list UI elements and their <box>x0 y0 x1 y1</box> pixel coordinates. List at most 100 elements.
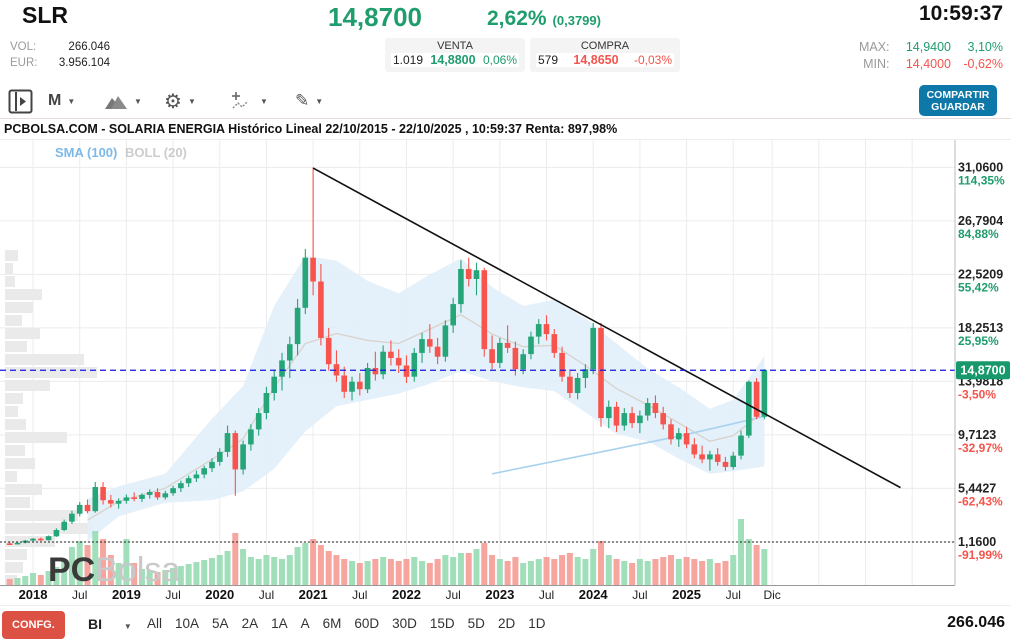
volume-bar <box>527 561 534 585</box>
volume-bar <box>247 557 254 585</box>
volume-bar <box>45 571 52 585</box>
volume-bar <box>457 553 464 585</box>
draw-tools-dropdown[interactable]: ✎ ▼ <box>295 87 323 115</box>
config-button[interactable]: CONFG. <box>2 611 65 639</box>
volume-profile-bar <box>5 523 93 534</box>
x-axis-label: Jul <box>726 588 741 602</box>
volume-profile-bar <box>5 393 23 404</box>
chevron-down-icon: ▼ <box>67 96 76 106</box>
volume-bar <box>489 555 496 585</box>
ask-quantity: 1.019 <box>393 53 424 67</box>
candle <box>458 260 464 313</box>
volume-bar <box>294 547 301 585</box>
candle <box>590 322 596 375</box>
candle <box>528 331 534 360</box>
volume-bar <box>419 561 426 585</box>
candle <box>240 440 246 475</box>
panel-toggle-button[interactable] <box>8 87 33 115</box>
range-button-5a[interactable]: 5A <box>212 616 229 631</box>
volume-bar <box>177 566 184 585</box>
range-button-60d[interactable]: 60D <box>354 616 380 631</box>
volume-bar <box>107 555 114 585</box>
chevron-down-icon: ▼ <box>187 96 196 106</box>
volume-bar <box>30 573 37 585</box>
bid-panel: COMPRA 579 14,8650 -0,03% <box>530 38 680 72</box>
settings-dropdown[interactable]: ⚙ ▼ <box>164 87 196 115</box>
candle <box>341 366 347 398</box>
volume-bar <box>706 559 713 585</box>
candle <box>489 335 495 370</box>
y-axis-percent: 114,35% <box>958 173 1005 187</box>
pencil-icon: ✎ <box>295 91 310 110</box>
volume-bar <box>566 553 573 585</box>
candle <box>279 352 285 391</box>
chart-toolbar: M ▼ ▼ ⚙ ▼ ▼ ✎ ▼ COMPARTIR GUARDAR <box>0 84 1011 118</box>
chart-type-dropdown[interactable]: ▼ <box>104 87 142 115</box>
volume-profile-bar <box>5 328 40 339</box>
volume-bar <box>216 555 223 585</box>
quote-header: SLR VOL: 266.046 EUR: 3.956.104 14,8700 2,… <box>0 0 1011 84</box>
range-button-6m[interactable]: 6M <box>322 616 342 631</box>
candle <box>473 262 480 296</box>
volume-profile-bar <box>5 497 30 508</box>
candle <box>185 475 192 487</box>
volume-bar <box>411 557 418 585</box>
volume-bar <box>597 541 604 585</box>
x-axis-label: 2025 <box>672 587 701 602</box>
candle <box>45 535 52 541</box>
trend-line[interactable] <box>312 167 901 489</box>
candle <box>271 370 277 401</box>
max-label: MAX: <box>858 40 890 54</box>
candle <box>753 378 760 420</box>
range-button-1d[interactable]: 1D <box>528 616 546 631</box>
range-buttons: All 10A 5A 2A 1A A 6M 60D 30D 15D 5D 2D 1D <box>147 616 545 631</box>
volume-bar <box>395 561 402 585</box>
range-button-15d[interactable]: 15D <box>429 616 455 631</box>
min-value: 14,4000 <box>905 57 951 71</box>
style-value: BI <box>88 616 102 632</box>
volume-bar <box>590 549 597 585</box>
indicators-dropdown[interactable]: ▼ <box>230 87 268 115</box>
range-button-all[interactable]: All <box>147 616 163 631</box>
candle <box>403 355 410 383</box>
range-button-2d[interactable]: 2D <box>497 616 516 631</box>
range-button-10a[interactable]: 10A <box>175 616 200 631</box>
style-dropdown[interactable]: BI ▼ <box>88 616 132 632</box>
volume-bar <box>84 545 91 585</box>
candle <box>372 351 379 381</box>
chevron-down-icon: ▼ <box>315 96 324 106</box>
range-button-a[interactable]: A <box>300 616 310 631</box>
interval-dropdown[interactable]: M ▼ <box>48 87 75 115</box>
candle <box>139 493 145 502</box>
ask-panel: VENTA 1.019 14,8800 0,06% <box>385 38 525 72</box>
price-tag <box>956 361 1010 380</box>
share-save-button[interactable]: COMPARTIR GUARDAR <box>919 85 997 116</box>
candle <box>411 347 418 382</box>
candle <box>668 419 674 445</box>
candle <box>504 325 511 353</box>
volume-bar <box>699 561 706 585</box>
candle <box>442 320 449 362</box>
volume-bar <box>162 570 169 585</box>
volume-bar <box>146 570 153 585</box>
range-button-30d[interactable]: 30D <box>392 616 417 631</box>
candle <box>92 482 99 513</box>
y-axis-percent: 55,42% <box>958 280 999 294</box>
volume-bar <box>753 545 760 585</box>
volume-bar <box>92 531 99 585</box>
range-button-1a[interactable]: 1A <box>271 616 288 631</box>
volume-bar <box>131 563 138 585</box>
x-axis-label: 2018 <box>19 587 48 602</box>
candle <box>691 438 698 459</box>
range-button-2a[interactable]: 2A <box>241 616 259 631</box>
volume-bar <box>201 560 208 585</box>
volume-summary: VOL: 266.046 EUR: 3.956.104 <box>10 39 110 71</box>
x-axis-label: Jul <box>72 588 87 602</box>
volume-bar <box>535 559 542 585</box>
volume-bar <box>403 559 410 585</box>
range-button-5d[interactable]: 5D <box>467 616 485 631</box>
volume-bar <box>730 555 737 585</box>
volume-bar <box>683 557 690 585</box>
candle <box>434 337 441 365</box>
